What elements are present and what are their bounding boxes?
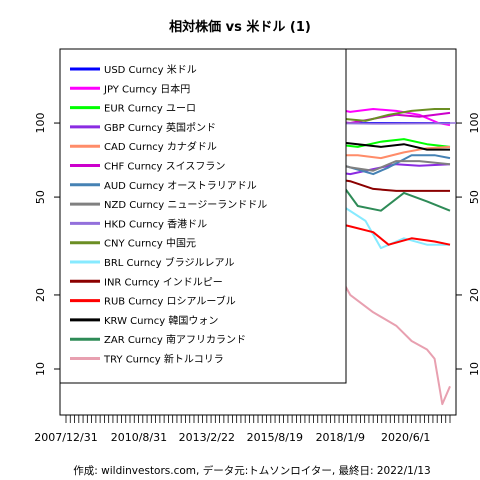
legend-label-14: ZAR Curncy 南アフリカランド bbox=[104, 333, 246, 346]
legend-label-4: CAD Curncy カナダドル bbox=[104, 140, 217, 153]
y-tick-label-left-3: 100 bbox=[34, 113, 47, 134]
legend-label-11: INR Curncy インドルピー bbox=[104, 276, 223, 288]
legend-label-0: USD Curncy 米ドル bbox=[104, 63, 197, 76]
legend-label-13: KRW Curncy 韓国ウォン bbox=[104, 315, 218, 327]
legend-label-3: GBP Curncy 英国ポンド bbox=[104, 121, 216, 134]
chart-caption: 作成: wildinvestors.com, データ元:トムソンロイター, 最終… bbox=[73, 464, 430, 477]
chart-title: 相対株価 vs 米ドル (1) bbox=[169, 19, 311, 35]
legend: USD Curncy 米ドル JPY Curncy 日本円 EUR Curncy ユ… bbox=[70, 63, 267, 366]
legend-label-15: TRY Curncy 新トルコリラ bbox=[103, 353, 224, 366]
x-tick-label-2: 2013/2/22 bbox=[179, 431, 235, 444]
x-tick-label-0: 2007/12/31 bbox=[34, 431, 97, 444]
y-axis-right: 10 20 50 100 bbox=[456, 113, 480, 376]
legend-label-12: RUB Curncy ロシアルーブル bbox=[104, 295, 236, 308]
x-tick-label-5: 2020/6/1 bbox=[381, 431, 430, 444]
legend-label-6: AUD Curncy オーストラリアドル bbox=[104, 180, 257, 192]
legend-label-9: CNY Curncy 中国元 bbox=[104, 237, 196, 250]
y-tick-label-right-2: 50 bbox=[468, 190, 480, 204]
legend-label-8: HKD Curncy 香港ドル bbox=[104, 218, 207, 230]
y-axis-left: 10 20 50 100 bbox=[34, 113, 60, 376]
legend-box bbox=[59, 48, 347, 384]
legend-label-1: JPY Curncy 日本円 bbox=[103, 82, 190, 95]
y-tick-label-right-0: 10 bbox=[468, 362, 480, 376]
y-tick-label-left-2: 50 bbox=[34, 190, 47, 204]
x-tick-label-4: 2018/1/9 bbox=[316, 431, 365, 444]
x-tick-label-3: 2015/8/19 bbox=[247, 431, 303, 444]
y-tick-label-right-1: 20 bbox=[468, 288, 480, 302]
y-tick-label-left-0: 10 bbox=[34, 362, 47, 376]
legend-label-2: EUR Curncy ユーロ bbox=[104, 104, 196, 115]
x-axis: 2007/12/31 2010/8/31 2013/2/22 2015/8/19 201… bbox=[34, 415, 451, 444]
legend-label-10: BRL Curncy ブラジルレアル bbox=[104, 256, 234, 269]
x-tick-label-1: 2010/8/31 bbox=[111, 431, 167, 444]
legend-label-5: CHF Curncy スイスフラン bbox=[104, 161, 225, 173]
legend-label-7: NZD Curncy ニュージーランドドル bbox=[104, 199, 267, 211]
y-tick-label-left-1: 20 bbox=[34, 288, 47, 302]
y-tick-label-right-3: 100 bbox=[468, 113, 480, 134]
